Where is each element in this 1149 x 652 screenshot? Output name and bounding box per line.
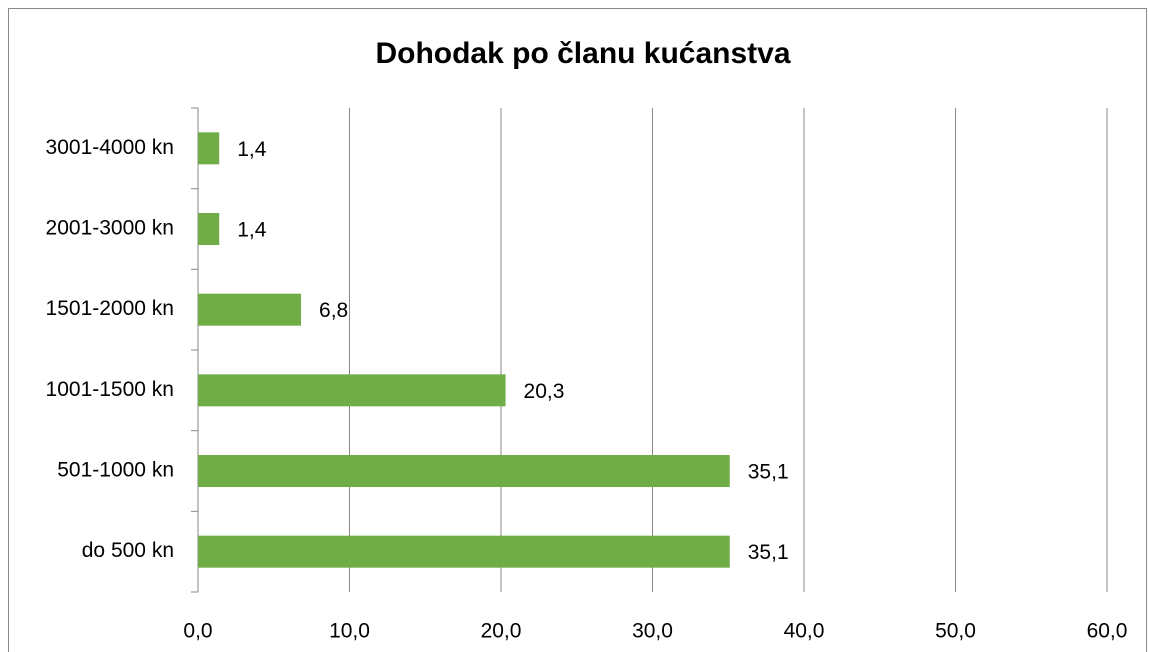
y-tick-label: 501-1000 kn xyxy=(57,459,174,482)
bar xyxy=(198,374,506,407)
x-tick-label: 0,0 xyxy=(183,620,212,643)
x-tick-label: 20,0 xyxy=(481,620,522,643)
x-tick-label: 60,0 xyxy=(1087,620,1128,643)
x-tick-label: 10,0 xyxy=(329,620,370,643)
chart-title: Dohodak po članu kućanstva xyxy=(375,37,790,70)
bar xyxy=(198,293,302,326)
x-tick-label: 40,0 xyxy=(784,620,825,643)
bar xyxy=(198,213,220,245)
y-tick-label: 1501-2000 kn xyxy=(46,297,174,320)
x-tick-label: 30,0 xyxy=(632,620,673,643)
bar xyxy=(198,132,220,165)
data-label: 1,4 xyxy=(237,219,267,242)
y-tick-label: 1001-1500 kn xyxy=(46,378,174,401)
y-tick-label: 2001-3000 kn xyxy=(46,217,174,240)
bar xyxy=(198,455,730,487)
y-tick-label: 3001-4000 kn xyxy=(46,136,174,159)
data-label: 35,1 xyxy=(748,541,789,564)
y-tick-label: do 500 kn xyxy=(82,539,174,562)
data-label: 20,3 xyxy=(524,380,565,403)
data-label: 35,1 xyxy=(748,461,789,484)
data-label: 6,8 xyxy=(319,299,348,322)
x-tick-label: 50,0 xyxy=(935,620,976,643)
data-label: 1,4 xyxy=(237,138,267,161)
bar xyxy=(198,535,730,568)
